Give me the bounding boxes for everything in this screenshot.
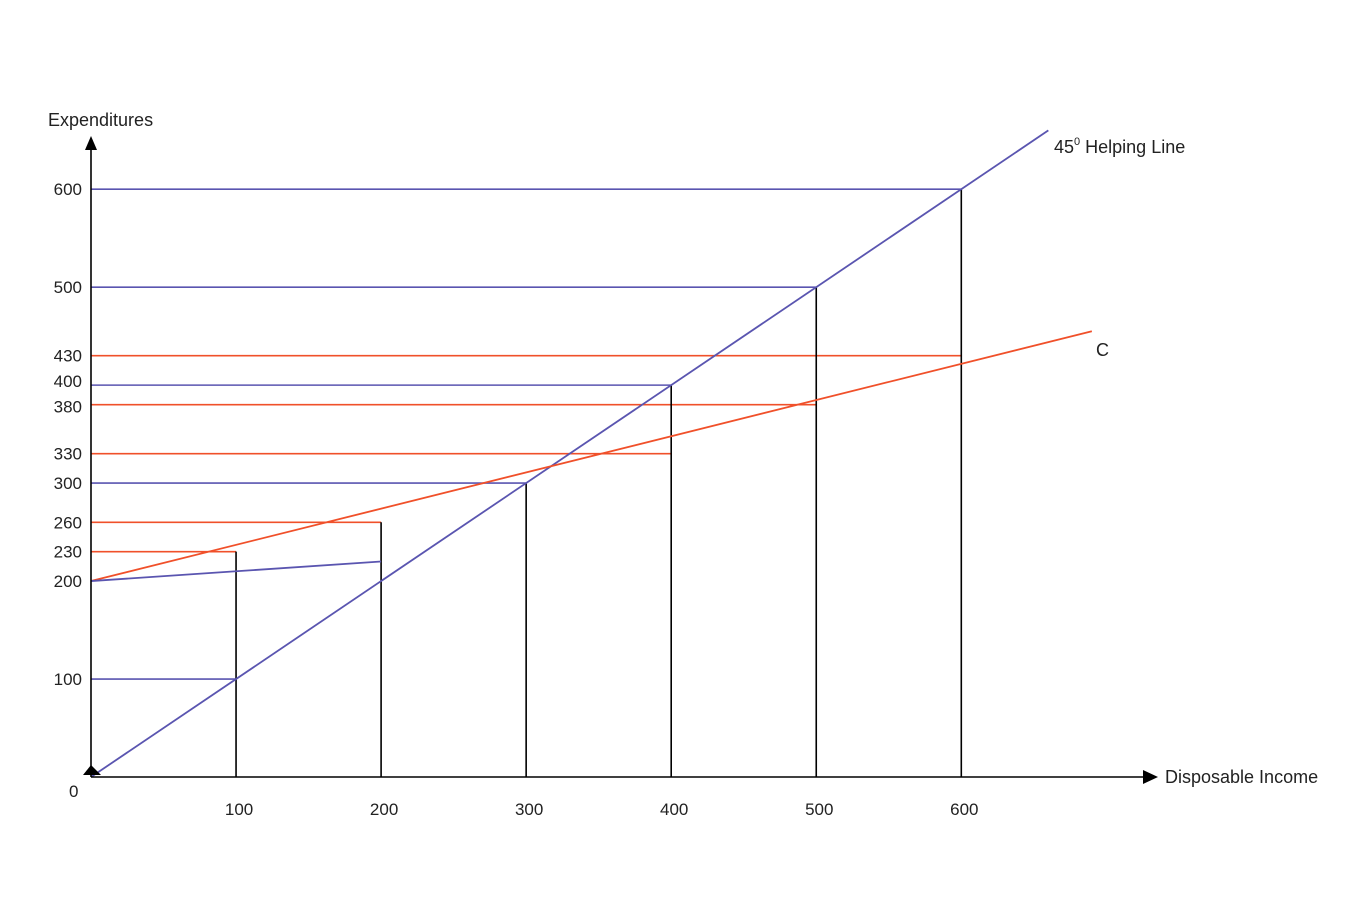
helping-line-label-main: 45 (1054, 137, 1074, 157)
y-tick-label-600: 600 (54, 180, 82, 199)
y-tick-label-430: 430 (54, 347, 82, 366)
helping-line-label-sup: 0 (1074, 136, 1080, 148)
consumption-label: C (1096, 340, 1109, 360)
y-tick-label-400: 400 (54, 372, 82, 391)
x-tick-label-400: 400 (660, 800, 688, 819)
y-tick-label-100: 100 (54, 670, 82, 689)
y-tick-label-300: 300 (54, 474, 82, 493)
axes (83, 136, 1158, 784)
y-tick-label-380: 380 (54, 398, 82, 417)
y-tick-label-230: 230 (54, 543, 82, 562)
x-tick-label-300: 300 (515, 800, 543, 819)
x-axis-title: Disposable Income (1165, 767, 1318, 787)
consumption-series (90, 330, 1093, 582)
helping-line-series (90, 129, 1049, 778)
helping-line-label-rest: Helping Line (1080, 137, 1185, 157)
y-axis-title: Expenditures (48, 110, 153, 130)
series-lines (90, 129, 1093, 778)
y-tick-label-260: 260 (54, 513, 82, 532)
y-tick-label-330: 330 (54, 445, 82, 464)
y-tick-label-500: 500 (54, 278, 82, 297)
origin-arrow-marker (83, 765, 101, 775)
blue-segment-series (90, 560, 382, 582)
x-tick-label-100: 100 (225, 800, 253, 819)
tick-labels: 100 200 300 400 500 600 100 200 230 260 300 330 380 4… (54, 180, 979, 819)
x-tick-label-500: 500 (805, 800, 833, 819)
drop-lines (235, 189, 963, 777)
x-tick-label-200: 200 (370, 800, 398, 819)
origin-label: 0 (69, 782, 78, 801)
y-axis-arrow (85, 136, 97, 150)
y-tick-label-200: 200 (54, 572, 82, 591)
x-axis-arrow (1143, 770, 1158, 784)
helping-line-label: 450 Helping Line (1054, 136, 1185, 157)
x-tick-label-600: 600 (950, 800, 978, 819)
